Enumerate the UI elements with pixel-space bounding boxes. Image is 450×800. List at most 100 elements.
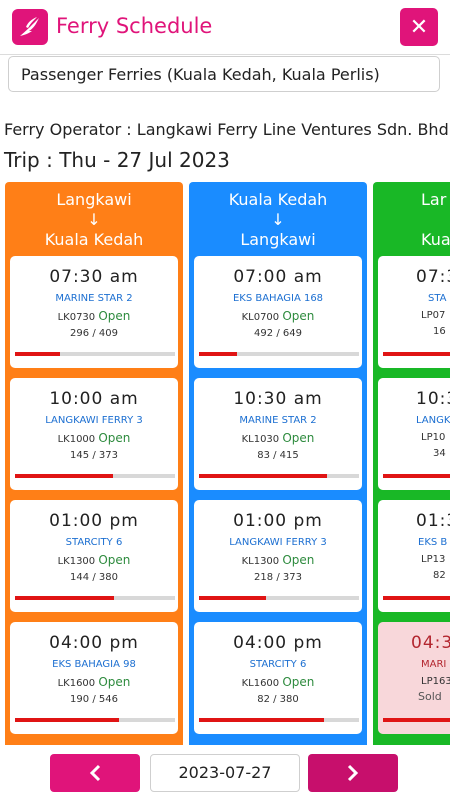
vessel-name: LANGK [416, 415, 450, 426]
trip-status: Open [98, 553, 131, 567]
trip-status: Open [98, 431, 131, 445]
trip-card[interactable]: 01:00 pm STARCITY 6 LK1300 Open 144 / 38… [10, 500, 178, 612]
seat-count: 34 [433, 448, 446, 459]
date-navigation: 2023-07-27 [0, 745, 450, 800]
trip-card[interactable]: 01:00 pm LANGKAWI FERRY 3 KL1300 Open 21… [194, 500, 362, 612]
route-origin: Kuala Kedah [228, 190, 328, 209]
trip-code-line: LK1300 Open [10, 552, 178, 570]
trip-card[interactable]: 10:00 am LANGKAWI FERRY 3 LK1000 Open 14… [10, 378, 178, 490]
load-bar [15, 596, 175, 600]
load-bar-fill [383, 596, 450, 600]
load-bar [15, 352, 175, 356]
load-bar [383, 474, 450, 478]
load-bar-fill [15, 474, 113, 478]
departure-time: 07:3 [416, 267, 450, 287]
trip-code: KL1600 [241, 678, 280, 689]
trip-status: Open [282, 431, 315, 445]
load-bar [383, 596, 450, 600]
vessel-name: STARCITY 6 [65, 537, 123, 548]
route-column: Kuala Kedah ↓ Langkawi 07:00 am EKS BAHA… [189, 182, 367, 745]
load-bar-fill [383, 718, 450, 722]
route-origin: Lar [421, 190, 447, 209]
trip-status: Sold [418, 690, 442, 703]
seat-count: 144 / 380 [70, 572, 118, 583]
load-bar-fill [15, 352, 60, 356]
vessel-name: STA [428, 293, 447, 304]
trip-card[interactable]: 07:00 am EKS BAHAGIA 168 KL0700 Open 492… [194, 256, 362, 368]
trip-status: Open [98, 309, 131, 323]
trip-status: Open [282, 675, 315, 689]
route-origin: Langkawi [56, 190, 132, 209]
seat-count: 190 / 546 [70, 694, 118, 705]
trip-code: LP163 [421, 676, 450, 687]
vessel-name: EKS B [418, 537, 448, 548]
trip-card[interactable]: 04:00 pm EKS BAHAGIA 98 LK1600 Open 190 … [10, 622, 178, 734]
trip-card[interactable]: 10:30 am MARINE STAR 2 KL1030 Open 83 / … [194, 378, 362, 490]
departure-time: 04:00 pm [233, 633, 323, 653]
trip-card[interactable]: 04:00 pm STARCITY 6 KL1600 Open 82 / 380 [194, 622, 362, 734]
arrow-down-icon: ↓ [87, 210, 101, 229]
date-field[interactable]: 2023-07-27 [150, 754, 300, 792]
trip-code: LK1600 [57, 678, 96, 689]
route-columns: Langkawi ↓ Kuala Kedah 07:30 am MARINE S… [0, 182, 450, 745]
departure-time: 10:3 [416, 389, 450, 409]
chevron-right-icon [347, 764, 359, 782]
load-bar-fill [199, 718, 324, 722]
trip-code: LP10 [421, 432, 446, 443]
page-title: Ferry Schedule [56, 14, 213, 38]
departure-time: 10:00 am [49, 389, 139, 409]
load-bar [383, 352, 450, 356]
chevron-left-icon [89, 764, 101, 782]
trip-status: Open [282, 309, 315, 323]
load-bar [15, 474, 175, 478]
route-destination: Kuala Kedah [44, 230, 144, 249]
trip-code-line: KL1600 Open [194, 674, 362, 692]
trip-code-line: LK0730 Open [10, 308, 178, 326]
trip-card[interactable]: 10:3 LANGK LP10 34 [378, 378, 450, 490]
vessel-name: LANGKAWI FERRY 3 [229, 537, 327, 548]
seat-count: 492 / 649 [254, 328, 302, 339]
route-column: Lar Kual 07:3 STA LP07 16 10:3 LANGK LP1… [373, 182, 450, 745]
departure-time: 01:3 [416, 511, 450, 531]
seat-count: 145 / 373 [70, 450, 118, 461]
seat-count: 83 / 415 [257, 450, 299, 461]
trip-card[interactable]: 01:3 EKS B LP13 82 [378, 500, 450, 612]
load-bar [383, 718, 450, 722]
trip-card[interactable]: 07:30 am MARINE STAR 2 LK0730 Open 296 /… [10, 256, 178, 368]
departure-time: 04:3 [411, 633, 450, 653]
trip-card[interactable]: 07:3 STA LP07 16 [378, 256, 450, 368]
arrow-down-icon [421, 210, 450, 230]
previous-day-button[interactable] [50, 754, 140, 792]
close-icon: ✕ [409, 14, 429, 40]
route-column: Langkawi ↓ Kuala Kedah 07:30 am MARINE S… [5, 182, 183, 745]
trip-code-line: KL1030 Open [194, 430, 362, 448]
route-header: Kuala Kedah ↓ Langkawi [189, 182, 367, 250]
trip-code: LP07 [421, 310, 446, 321]
vessel-name: MARI [421, 659, 447, 670]
seat-count: 82 [433, 570, 446, 581]
departure-time: 10:30 am [233, 389, 323, 409]
arrow-down-icon: ↓ [271, 210, 285, 229]
vessel-name: LANGKAWI FERRY 3 [45, 415, 143, 426]
departure-time: 07:00 am [233, 267, 323, 287]
route-header: Langkawi ↓ Kuala Kedah [5, 182, 183, 250]
app-header: Ferry Schedule ✕ [0, 0, 450, 55]
trip-code-line: LK1600 Open [10, 674, 178, 692]
trip-code-line: KL1300 Open [194, 552, 362, 570]
ferry-operator: Ferry Operator : Langkawi Ferry Line Ven… [4, 120, 449, 139]
next-day-button[interactable] [308, 754, 398, 792]
departure-time: 04:00 pm [49, 633, 139, 653]
ferry-category-select[interactable]: Passenger Ferries (Kuala Kedah, Kuala Pe… [8, 56, 440, 92]
trip-code: LK1000 [57, 434, 96, 445]
vessel-name: EKS BAHAGIA 168 [232, 293, 324, 304]
trip-card-soldout[interactable]: 04:3 MARI LP163 Sold [378, 622, 450, 734]
load-bar [15, 718, 175, 722]
load-bar-fill [383, 474, 450, 478]
departure-time: 01:00 pm [49, 511, 139, 531]
trip-code: LP13 [421, 554, 446, 565]
vessel-name: EKS BAHAGIA 98 [52, 659, 136, 670]
load-bar-fill [199, 474, 327, 478]
close-button[interactable]: ✕ [400, 8, 438, 46]
vessel-name: MARINE STAR 2 [55, 293, 133, 304]
load-bar [199, 352, 359, 356]
